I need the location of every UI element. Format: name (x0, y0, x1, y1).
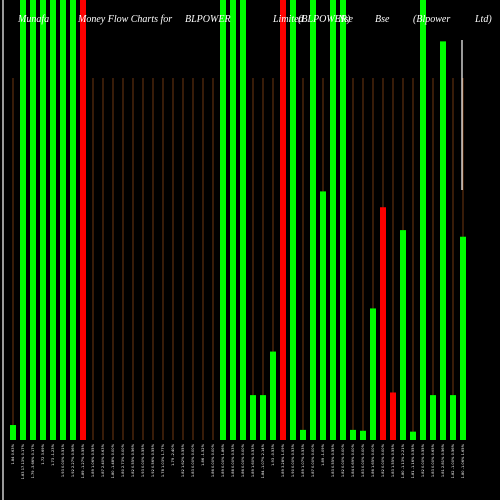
x-tick-label: 1.90 0.00% 0.53% (291, 443, 295, 477)
bar (440, 41, 446, 441)
x-tick-label: 1.83 1.55% 0.55% (391, 443, 395, 477)
x-tick-label: 1.78 1.03% 1.77% (161, 443, 165, 477)
title-segment: (Blpower (413, 14, 450, 25)
x-tick-label: 1.82 0.00% 0.00% (341, 443, 345, 477)
x-tick-label: 1.92 0.56% 0.55% (151, 443, 155, 477)
bar (50, 0, 56, 440)
x-tick-label: 1.82 0.55% 0.56% (131, 443, 135, 477)
bar (460, 236, 466, 440)
x-tick-label: 1.88 0.00% 0.53% (231, 443, 235, 477)
x-tick-label: 1.89 3.28% 1.09% (281, 443, 285, 477)
x-tick-label: 1.86 1.65% 0.00% (371, 443, 375, 477)
x-tick-label: 1.82 0.00% 0.55% (421, 443, 425, 477)
x-tick-label: 1.92 2.27% 0.56% (71, 443, 75, 477)
bar (450, 395, 456, 440)
x-tick-label: 1.86 0.00% 0.00% (241, 443, 245, 477)
x-tick-label: 1.83 17.13% 0.17% (21, 443, 25, 479)
bar (20, 0, 26, 440)
x-tick-label: 1.89 0.00% 1.86% (221, 443, 225, 477)
x-tick-label: 1.89 -1.27% 0.55% (81, 443, 85, 478)
bar (330, 0, 336, 440)
bar (40, 0, 46, 440)
title-segment: Limited (272, 14, 305, 25)
chart-title: Munafa Money Flow Charts for BLPOWER Limite… (17, 14, 492, 25)
bar (420, 0, 426, 440)
bar (270, 351, 276, 440)
x-tick-label: 1.80 -1.48% 0.00% (111, 443, 115, 478)
x-tick-label: 1.82 0.00% 0.00% (381, 443, 385, 477)
x-tick-label: 1.89 -1.09% (321, 443, 325, 465)
bar (290, 0, 296, 440)
title-segment: (BLPOWER) (298, 14, 351, 25)
full-height-edges (2, 0, 463, 500)
title-segment: Money Flow Charts for (77, 14, 172, 25)
x-tick-label: 1.93 0.00% 0.55% (141, 443, 145, 477)
x-tick-label: 1.87 0.00% 0.00% (311, 443, 315, 477)
x-tick-label: 1.80 -1.06% 1.65% (461, 443, 465, 478)
title-segment: BLPOWER (185, 14, 231, 25)
x-tick-label: 1.83 0.00% 0.65% (431, 443, 435, 477)
x-tick-label: 1.80 -1.13% 2.21% (401, 443, 405, 478)
x-tick-label: 1.93 0.00% 0.51% (61, 443, 65, 477)
title-segment: Munafa (17, 14, 49, 25)
x-tick-label: 1.80 2.73% 0.00% (121, 443, 125, 477)
x-tick-label: 1.72 3.69% (41, 443, 45, 464)
bar (250, 395, 256, 440)
x-tick-label: 1.79 -2.40% (171, 443, 175, 465)
x-tick-label: 1.89 1.60% 0.53% (251, 443, 255, 477)
x-tick-label: 1.93 -0.53% (271, 443, 275, 465)
x-tick-label: 1.84 0.63% (11, 443, 15, 464)
bar (370, 308, 376, 440)
title-segment: Nse (337, 14, 354, 25)
bar (10, 425, 16, 440)
bar (340, 0, 346, 440)
bar (260, 395, 266, 440)
bar (320, 191, 326, 440)
bar (400, 230, 406, 440)
x-tick-label: 1.83 0.00% 0.00% (191, 443, 195, 477)
bar (70, 0, 76, 440)
title-segment: Bse (375, 14, 390, 25)
x-tick-label: 1.89 1.07% 0.53% (301, 443, 305, 477)
x-tick-label: 1.84 -1.07% 2.14% (261, 443, 265, 478)
title-segment: Ltd) (474, 14, 492, 25)
x-tick-label: 1.79 -3.66% 0.17% (31, 443, 35, 478)
bar (380, 207, 386, 440)
bar (310, 0, 316, 440)
bar (350, 429, 356, 440)
x-tick-label: 1.83 0.55% 0.55% (331, 443, 335, 477)
x-tick-label: 1.87 2.40% 0.63% (101, 443, 105, 477)
bar (280, 0, 286, 440)
bar (30, 0, 36, 440)
bar (360, 430, 366, 440)
x-tick-label: 1.82 -1.00% 0.56% (451, 443, 455, 478)
x-tick-label: 1.81 -1.16% 0.55% (411, 443, 415, 478)
bar (410, 431, 416, 440)
bar (390, 392, 396, 440)
bar (80, 0, 86, 440)
x-tick-labels: 1.84 0.63% 1.83 17.13% 0.17% 1.79 -3.66% 0… (11, 443, 465, 479)
bar (230, 0, 236, 440)
x-tick-label: 1.86 -1.52% (201, 443, 205, 465)
x-tick-label: 1.82 1.62% 0.55% (181, 443, 185, 477)
bar (60, 0, 66, 440)
x-tick-label: 1.89 1.06% 0.55% (91, 443, 95, 477)
bar-series (10, 0, 466, 441)
x-tick-label: 1.84 0.69% 0.00% (351, 443, 355, 477)
x-tick-label: 1.83 0.00% 0.00% (361, 443, 365, 477)
x-tick-label: 1.86 0.00% 0.00% (211, 443, 215, 477)
bar (240, 0, 246, 440)
bar (300, 429, 306, 440)
x-tick-label: 1.73 -1.23% (51, 443, 55, 465)
x-tick-label: 1.81 2.81% 0.56% (441, 443, 445, 477)
bar (220, 0, 226, 440)
bar (430, 395, 436, 440)
